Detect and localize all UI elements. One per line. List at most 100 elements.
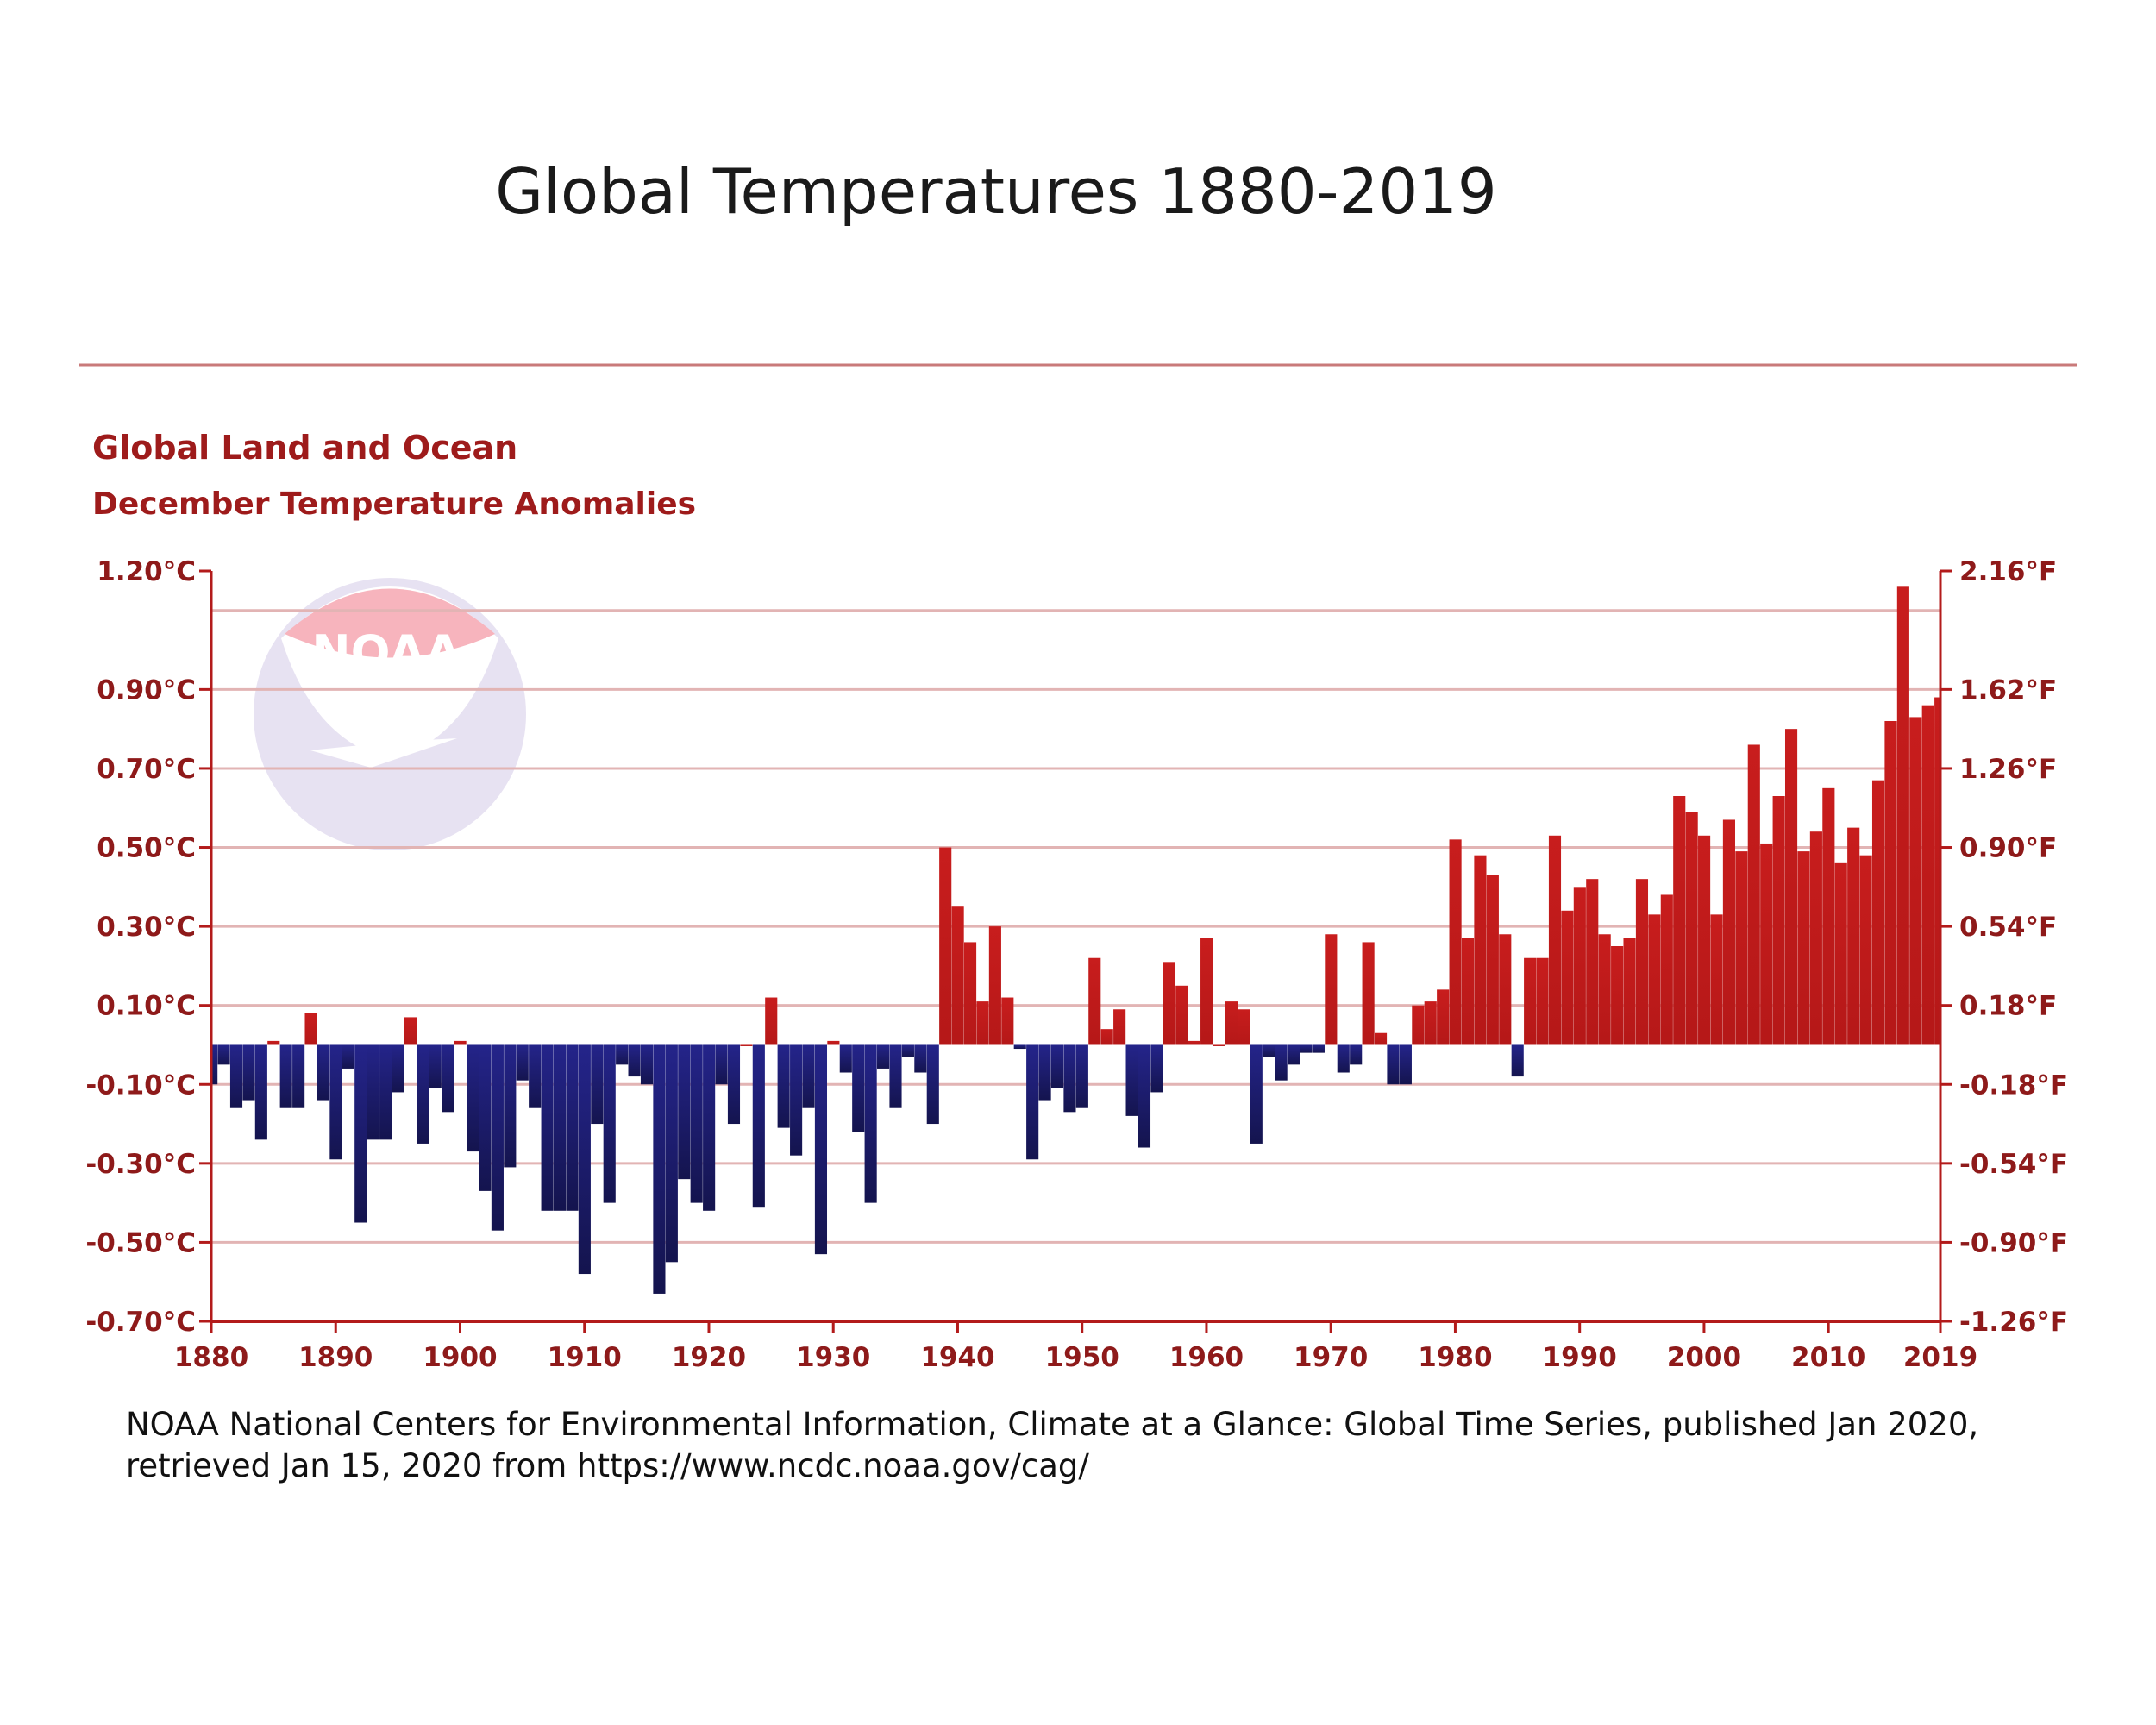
bar-1909 — [566, 1044, 579, 1211]
bar-1953 — [1113, 1009, 1126, 1045]
x-tick-label-1890: 1890 — [298, 1342, 373, 1373]
bar-1895 — [392, 1044, 404, 1093]
bar-1906 — [529, 1044, 542, 1108]
bar-1967 — [1288, 1044, 1300, 1065]
left-tick-label-5: 0.10°C — [97, 991, 196, 1022]
bar-1903 — [491, 1044, 504, 1231]
bar-1991 — [1586, 879, 1599, 1045]
bar-1973 — [1362, 942, 1375, 1045]
bar-1925 — [765, 997, 778, 1045]
bar-1931 — [839, 1044, 852, 1073]
bar-2012 — [1847, 827, 1860, 1045]
bar-1915 — [640, 1044, 654, 1085]
right-tick-label-9: -1.26°F — [1959, 1307, 2068, 1338]
bar-1908 — [553, 1044, 567, 1211]
bar-1959 — [1188, 1040, 1200, 1045]
bar-1945 — [1013, 1044, 1026, 1050]
right-tick-label-2: 1.26°F — [1959, 754, 2057, 785]
axes — [210, 571, 1942, 1323]
bar-1894 — [379, 1044, 392, 1140]
bar-1918 — [678, 1044, 691, 1180]
bar-1985 — [1511, 1044, 1524, 1077]
bar-1979 — [1437, 989, 1450, 1045]
bar-2005 — [1760, 843, 1773, 1045]
bar-1937 — [914, 1044, 927, 1073]
right-tick-label-6: -0.18°F — [1959, 1070, 2068, 1101]
bar-1900 — [454, 1040, 467, 1045]
bar-1885 — [267, 1040, 280, 1045]
bar-1883 — [242, 1044, 255, 1101]
right-tick-label-4: 0.54°F — [1959, 912, 2057, 943]
bar-1954 — [1125, 1044, 1138, 1116]
bar-2017 — [1909, 717, 1922, 1045]
bar-1881 — [217, 1044, 230, 1065]
bar-1924 — [752, 1044, 765, 1208]
bar-1981 — [1461, 938, 1475, 1045]
bar-2001 — [1710, 914, 1723, 1045]
bar-2014 — [1871, 780, 1885, 1045]
bar-1888 — [304, 1013, 317, 1045]
bar-2018 — [1921, 705, 1934, 1045]
bar-1904 — [504, 1044, 517, 1168]
bar-2003 — [1735, 851, 1748, 1045]
bar-1984 — [1499, 934, 1512, 1045]
bar-1977 — [1412, 1005, 1425, 1045]
x-tick-label-1900: 1900 — [423, 1342, 497, 1373]
bar-1983 — [1486, 875, 1499, 1045]
bar-1907 — [541, 1044, 554, 1211]
x-tick-label-2019: 2019 — [1903, 1342, 1977, 1373]
left-tick-label-1: 0.90°C — [97, 674, 196, 706]
bar-1951 — [1088, 957, 1101, 1045]
right-tick-label-0: 2.16°F — [1959, 556, 2057, 587]
bar-1910 — [578, 1044, 591, 1275]
bar-1905 — [516, 1044, 529, 1081]
bar-1958 — [1175, 985, 1188, 1045]
bar-2004 — [1747, 744, 1760, 1045]
bar-1897 — [417, 1044, 429, 1144]
right-tick-label-5: 0.18°F — [1959, 991, 2057, 1022]
bar-1963 — [1238, 1009, 1250, 1045]
left-tick-label-2: 0.70°C — [97, 754, 196, 785]
left-tick-label-7: -0.30°C — [85, 1149, 196, 1180]
x-tick-label-1940: 1940 — [920, 1342, 994, 1373]
right-tick-label-8: -0.90°F — [1959, 1227, 2068, 1258]
bar-1914 — [628, 1044, 641, 1077]
bar-1982 — [1474, 855, 1487, 1045]
bar-1943 — [988, 926, 1001, 1045]
bar-1942 — [976, 1001, 989, 1045]
bar-1913 — [616, 1044, 629, 1065]
bar-1922 — [727, 1044, 741, 1125]
bar-1886 — [279, 1044, 292, 1108]
bar-1987 — [1536, 957, 1549, 1045]
x-tick-label-2000: 2000 — [1667, 1342, 1741, 1373]
bar-1964 — [1250, 1044, 1263, 1144]
bar-1940 — [951, 906, 964, 1045]
bar-1934 — [877, 1044, 890, 1069]
bar-1941 — [963, 942, 977, 1045]
bar-1912 — [603, 1044, 616, 1203]
x-tick-label-1970: 1970 — [1294, 1342, 1368, 1373]
bar-1956 — [1150, 1044, 1163, 1093]
bar-1928 — [802, 1044, 815, 1108]
bar-1999 — [1685, 812, 1698, 1045]
bar-1919 — [690, 1044, 703, 1203]
bar-1892 — [354, 1044, 367, 1223]
x-tick-label-1980: 1980 — [1418, 1342, 1492, 1373]
bar-2009 — [1809, 831, 1822, 1045]
bar-1921 — [715, 1044, 728, 1085]
bar-1939 — [939, 847, 952, 1045]
bar-1880 — [212, 1044, 218, 1085]
bar-1929 — [814, 1044, 828, 1255]
bar-1938 — [926, 1044, 939, 1125]
bar-1957 — [1163, 962, 1175, 1045]
bar-1986 — [1524, 957, 1537, 1045]
bar-1927 — [790, 1044, 803, 1156]
bar-1932 — [852, 1044, 865, 1132]
right-tick-label-7: -0.54°F — [1959, 1149, 2068, 1180]
bar-1960 — [1200, 938, 1213, 1045]
bar-1966 — [1275, 1044, 1288, 1081]
bar-2008 — [1797, 851, 1810, 1045]
bar-1978 — [1424, 1001, 1437, 1045]
x-axis-ticks: 1880 1890 1900 1910 1920 1930 1940 1950 1960 1970… — [174, 1321, 1977, 1373]
bar-2002 — [1722, 819, 1735, 1045]
